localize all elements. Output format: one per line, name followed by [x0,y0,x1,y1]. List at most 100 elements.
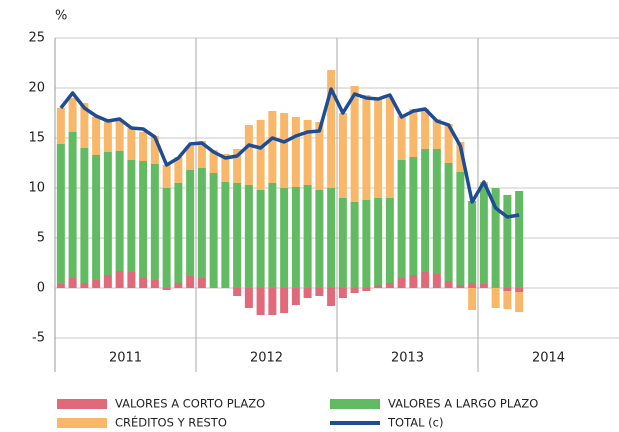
legend-label: VALORES A LARGO PLAZO [388,397,538,411]
bar-segment [244,288,253,308]
legend-label: CRÉDITOS Y RESTO [115,415,227,430]
x-tick-label: 2014 [532,351,565,366]
bar-segment [515,292,524,312]
bar-segment [327,288,336,306]
bar-segment [221,154,230,182]
bar-segment [68,132,77,278]
bar-segment [315,190,324,288]
bar-segment [233,183,242,288]
bar-segment [468,201,477,283]
bar-segment [291,288,300,305]
bar-segment [456,172,465,285]
bar-segment [68,98,77,132]
x-tick-label: 2011 [109,351,142,366]
bar-segment [174,183,183,283]
bar-segment [268,288,277,315]
bar-segment [303,288,312,298]
bar-segment [515,191,524,288]
bar-segment [374,198,383,285]
bar-segment [303,185,312,288]
bar-segment [444,163,453,281]
bar-segment [56,284,65,288]
y-tick-label: 15 [28,131,45,146]
bar-segment [374,285,383,288]
bar-segment [174,283,183,288]
bar-segment [327,70,336,188]
bar-segment [197,278,206,288]
bar-segment [92,280,101,288]
bar-segment [491,288,500,308]
bar-segment [186,146,195,170]
bar-segment [280,113,289,188]
y-tick-label: 10 [28,181,45,196]
y-tick-label: 0 [37,281,45,296]
bar-segment [421,272,430,288]
bar-segment [115,151,124,271]
bar-segment [327,188,336,288]
bar-segment [256,190,265,288]
bar-segment [127,128,136,160]
x-tick-label: 2013 [391,351,424,366]
bar-segment [456,142,465,172]
bar-segment [315,122,324,190]
bar-segment [80,148,89,283]
y-tick-label: 25 [28,31,45,46]
bar-segment [103,152,112,275]
bar-segment [233,288,242,296]
bar-segment [186,276,195,288]
bar-segment [515,288,524,292]
bar-segment [350,288,359,293]
bar-segment [362,200,371,288]
bar-segment [409,157,418,275]
bar-segment [221,182,230,288]
bar-segment [362,95,371,200]
bar-segment [468,283,477,288]
bar-segment [397,160,406,278]
bar-segment [162,165,171,188]
bar-segment [397,116,406,160]
bar-segment [338,198,347,288]
bar-segment [491,188,500,288]
bar-segment [291,187,300,288]
bar-segment [432,274,441,288]
bar-segment [197,168,206,278]
bar-segment [409,275,418,288]
bar-segment [139,278,148,288]
bar-segment [103,120,112,152]
bar-segment [127,160,136,272]
bar-segment [444,124,453,163]
bar-segment [197,141,206,168]
bar-segment [56,144,65,284]
bar-segment [468,288,477,310]
bar-segment [280,288,289,313]
bar-segment [115,121,124,151]
bar-segment [256,288,265,315]
bar-segment [127,272,136,288]
bar-segment [291,117,300,187]
bar-segment [421,109,430,149]
bar-segment [92,117,101,155]
bar-segment [186,170,195,276]
bar-segment [362,288,371,291]
bar-segment [244,185,253,288]
bar-segment [338,288,347,298]
bar-segment [444,281,453,288]
bar-segment [268,111,277,183]
bar-segment [244,125,253,185]
bar-segment [268,183,277,288]
y-tick-label: 5 [37,231,45,246]
bar-segment [280,188,289,288]
bar-segment [209,173,218,288]
legend-swatch [57,399,107,409]
bar-segment [397,278,406,288]
bar-segment [409,109,418,157]
bar-segment [139,132,148,161]
bar-segment [150,136,159,164]
bar-segment [209,150,218,173]
bar-segment [350,202,359,288]
bar-segment [174,157,183,183]
bar-segment [385,283,394,288]
bar-segment [456,285,465,288]
legend-swatch [57,418,107,428]
